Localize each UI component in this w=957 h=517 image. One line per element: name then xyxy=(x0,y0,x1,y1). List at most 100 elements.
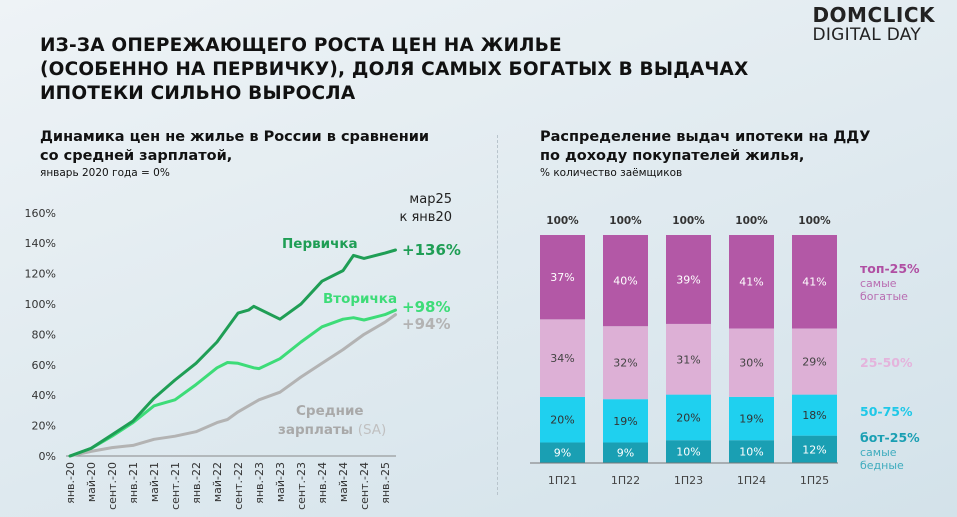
bar-segment xyxy=(540,319,585,397)
series-line xyxy=(68,308,397,458)
left-chart-title: Динамика цен не жилье в России в сравнен… xyxy=(40,128,480,180)
divider xyxy=(497,135,498,495)
bar-value-label: 29% xyxy=(802,356,826,369)
bar-segment xyxy=(729,440,774,463)
series-label-secondary: Вторичка xyxy=(323,291,397,307)
y-tick-label: 40% xyxy=(32,389,56,402)
y-tick-label: 120% xyxy=(25,268,56,281)
bar-total-label: 100% xyxy=(735,215,768,227)
y-tick-label: 160% xyxy=(25,207,56,220)
category-label: 1П25 xyxy=(800,474,829,487)
category-label: 1П21 xyxy=(548,474,577,487)
x-tick-label: янв.-25 xyxy=(379,462,392,504)
bar-segment xyxy=(666,440,711,463)
category-label: 1П22 xyxy=(611,474,640,487)
series-label-wages: Средние xyxy=(296,403,364,419)
legend-note: самые xyxy=(860,277,897,290)
series-label-wages: зарплаты (SA) xyxy=(278,422,386,438)
bar-value-label: 19% xyxy=(613,415,637,428)
bar-value-label: 20% xyxy=(676,411,700,424)
bar-segment xyxy=(729,328,774,397)
series-end-label: +136% xyxy=(402,241,461,259)
legend-label: топ-25% xyxy=(860,261,920,276)
slide-title: ИЗ-ЗА ОПЕРЕЖАЮЩЕГО РОСТА ЦЕН НА ЖИЛЬЕ (О… xyxy=(40,34,760,106)
x-tick-label: янв.-22 xyxy=(190,462,203,504)
bar-segment xyxy=(729,235,774,329)
bar-segment xyxy=(792,235,837,329)
bar-total-label: 100% xyxy=(609,215,642,227)
bar-segment xyxy=(603,326,648,400)
bar-value-label: 34% xyxy=(550,352,574,365)
y-tick-label: 100% xyxy=(25,298,56,311)
bar-value-label: 41% xyxy=(802,276,826,289)
bar-segment xyxy=(603,399,648,443)
bar-value-label: 32% xyxy=(613,357,637,370)
bar-total-label: 100% xyxy=(672,215,705,227)
x-tick-label: янв.-20 xyxy=(64,462,77,504)
x-tick-label: сент.-21 xyxy=(169,462,182,510)
x-tick-label: май-22 xyxy=(211,462,224,502)
bar-value-label: 30% xyxy=(739,357,763,370)
series-line xyxy=(68,248,397,458)
x-tick-label: май-23 xyxy=(274,462,287,502)
series-line xyxy=(68,313,397,458)
bar-segment xyxy=(792,328,837,395)
x-tick-label: сент.-23 xyxy=(295,462,308,510)
annotation: к янв20 xyxy=(399,210,452,225)
bar-segment xyxy=(792,435,837,463)
logo-line2: DIGITAL DAY xyxy=(812,25,922,45)
chart-title-line: по доходу покупателей жилья, xyxy=(540,148,805,164)
bar-segment xyxy=(540,235,585,320)
bar-segment xyxy=(540,396,585,443)
x-tick-label: май-20 xyxy=(85,462,98,502)
legend-note: самые xyxy=(860,446,897,459)
bar-value-label: 18% xyxy=(802,409,826,422)
slide-title-line: ИПОТЕКИ СИЛЬНО ВЫРОСЛА xyxy=(40,83,356,104)
category-label: 1П23 xyxy=(674,474,703,487)
bar-value-label: 19% xyxy=(739,413,763,426)
logo-line1: DOMCLICK xyxy=(812,3,935,27)
chart-subtitle: январь 2020 года = 0% xyxy=(40,167,170,179)
bar-value-label: 40% xyxy=(613,275,637,288)
bar-segment xyxy=(603,235,648,327)
right-chart-title: Распределение выдач ипотеки на ДДУ по до… xyxy=(540,128,940,180)
bar-value-label: 10% xyxy=(676,446,700,459)
bar-total-label: 100% xyxy=(546,215,579,227)
y-tick-label: 80% xyxy=(32,328,56,341)
x-tick-label: май-21 xyxy=(148,462,161,502)
bar-value-label: 9% xyxy=(617,447,634,460)
bar-segment xyxy=(792,394,837,436)
slide-title-line: (ОСОБЕННО НА ПЕРВИЧКУ), ДОЛЯ САМЫХ БОГАТ… xyxy=(40,59,749,80)
chart-title-line: со средней зарплатой, xyxy=(40,148,233,164)
y-tick-label: 20% xyxy=(32,420,56,433)
bar-segment xyxy=(540,442,585,463)
annotation: мар25 xyxy=(409,192,452,207)
legend-note: бедные xyxy=(860,459,904,472)
bar-value-label: 10% xyxy=(739,446,763,459)
x-tick-label: янв.-24 xyxy=(316,462,329,504)
domclick-logo: DOMCLICK DIGITAL DAY xyxy=(812,4,935,44)
legend-note: богатые xyxy=(860,290,908,303)
category-label: 1П24 xyxy=(737,474,766,487)
chart-subtitle: % количество заёмщиков xyxy=(540,167,683,179)
bar-segment xyxy=(603,442,648,463)
bar-value-label: 39% xyxy=(676,273,700,286)
bar-segment xyxy=(666,235,711,324)
bar-value-label: 41% xyxy=(739,276,763,289)
y-tick-label: 140% xyxy=(25,237,56,250)
bar-value-label: 37% xyxy=(550,271,574,284)
x-tick-label: янв.-21 xyxy=(127,462,140,504)
chart-title-line: Распределение выдач ипотеки на ДДУ xyxy=(540,129,871,145)
slide-title-line: ИЗ-ЗА ОПЕРЕЖАЮЩЕГО РОСТА ЦЕН НА ЖИЛЬЕ xyxy=(40,35,562,56)
x-tick-label: сент.-24 xyxy=(358,462,371,510)
x-tick-label: сент.-22 xyxy=(232,462,245,510)
legend-label: 50-75% xyxy=(860,404,913,419)
x-tick-label: май-24 xyxy=(337,462,350,502)
bar-segment xyxy=(666,323,711,395)
bar-segment xyxy=(729,396,774,441)
bar-total-label: 100% xyxy=(798,215,831,227)
bar-value-label: 9% xyxy=(554,447,571,460)
y-tick-label: 60% xyxy=(32,359,56,372)
series-label-primary: Первичка xyxy=(282,236,358,252)
